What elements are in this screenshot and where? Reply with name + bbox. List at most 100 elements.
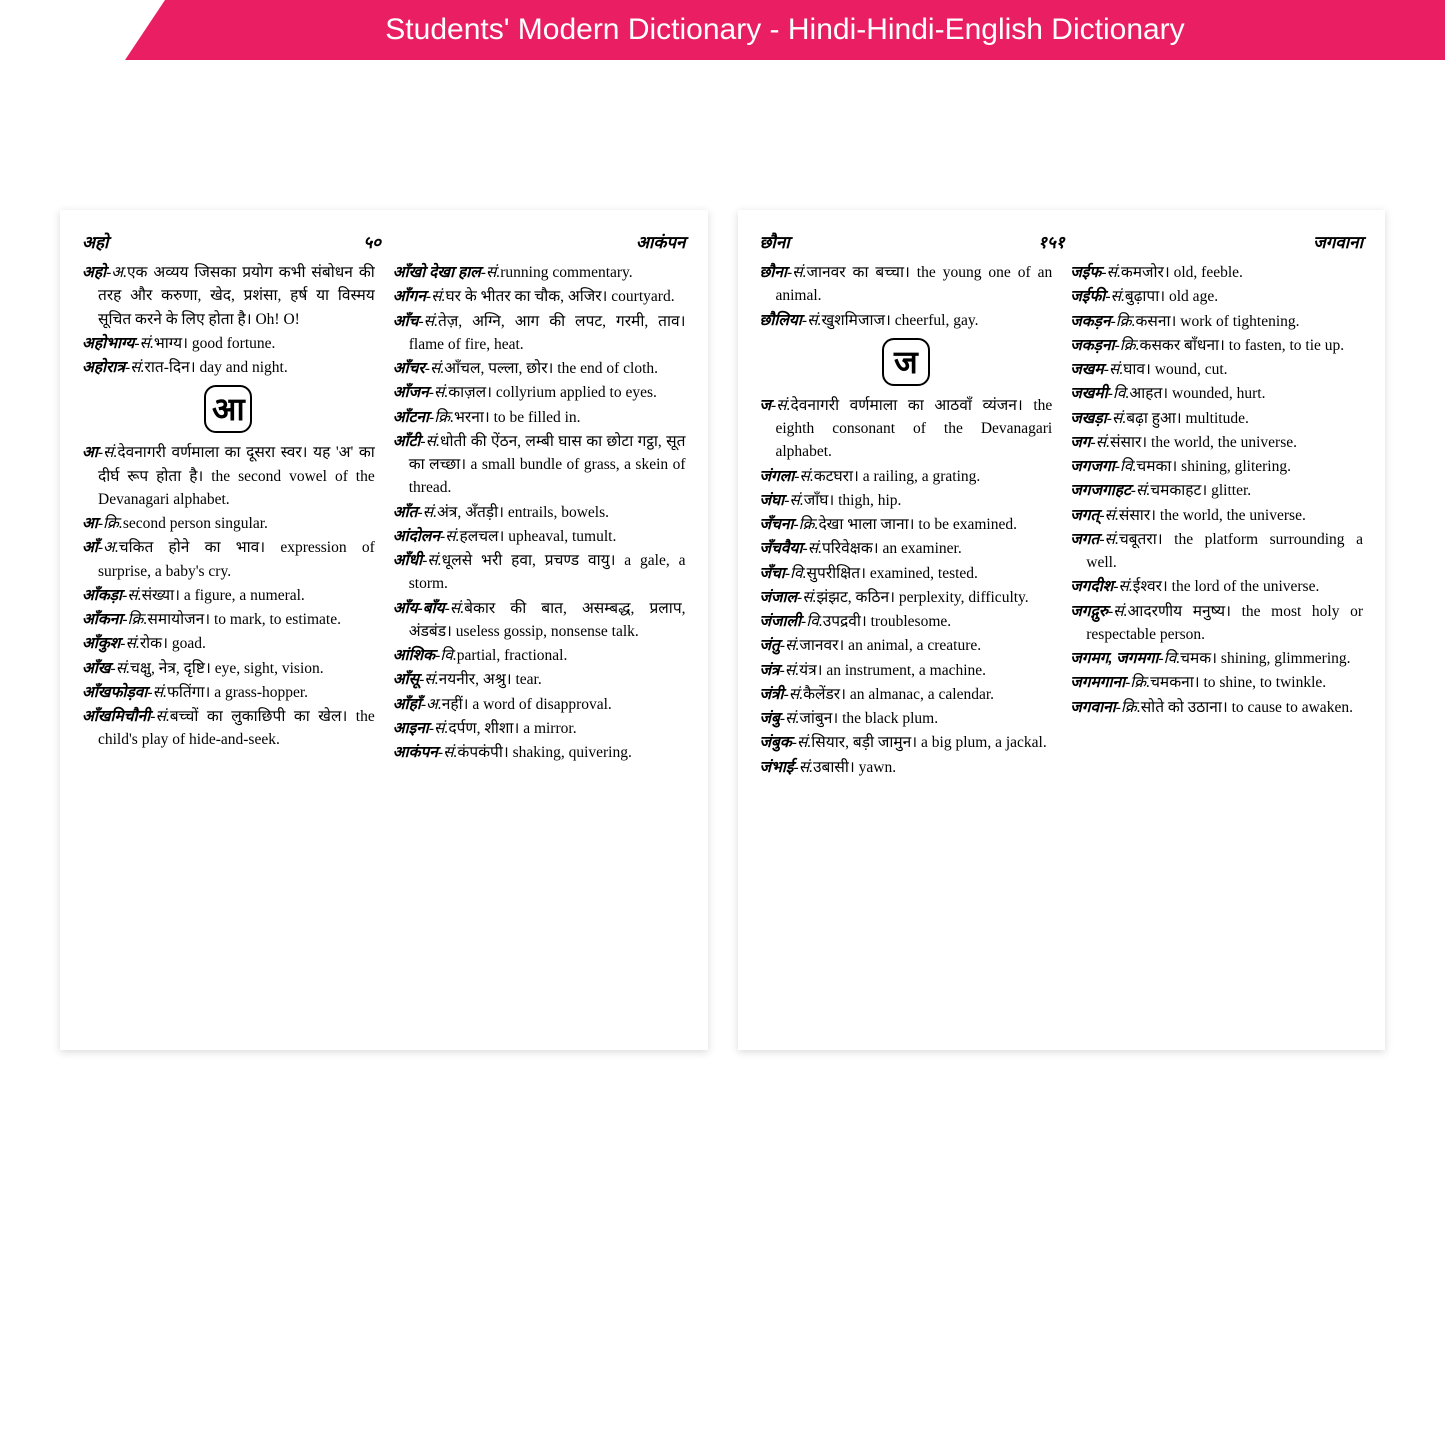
definition: जानवर का बच्चा। the young one of an anim… <box>776 264 1053 304</box>
dictionary-entry: आँत-सं.अंत्र, अँतड़ी। entrails, bowels. <box>393 501 686 524</box>
headword: छौना <box>760 264 788 281</box>
headword: जंजाल <box>760 589 798 606</box>
left-column-2: आँखो देखा हाल-सं.running commentary.आँगन… <box>393 261 686 1031</box>
definition: नयनीर, अश्रु। tear. <box>439 671 542 688</box>
headword: आँटना <box>393 409 429 426</box>
dictionary-entry: आँख-सं.चक्षु, नेत्र, दृष्टि। eye, sight,… <box>82 657 375 680</box>
part-of-speech: -क्रि. <box>98 515 123 532</box>
definition: घर के भीतर का चौक, अजिर। courtyard. <box>445 288 674 305</box>
part-of-speech: -अ. <box>98 539 119 556</box>
dictionary-entry: जखमी-वि.आहत। wounded, hurt. <box>1070 382 1363 405</box>
part-of-speech: -सं. <box>134 335 154 352</box>
headword: जगजगा <box>1070 458 1114 475</box>
left-page-columns: अहो-अ.एक अव्यय जिसका प्रयोग कभी संबोधन क… <box>82 261 686 1031</box>
dictionary-entry: जगदीश-सं.ईश्वर। the lord of the universe… <box>1070 575 1363 598</box>
definition: चमका। shining, glitering. <box>1136 458 1291 475</box>
dictionary-entry: आँकुश-सं.रोक। goad. <box>82 632 375 655</box>
dictionary-entry: आ-क्रि.second person singular. <box>82 512 375 535</box>
headword: आँख <box>82 660 111 677</box>
headword: जईफ <box>1070 264 1101 281</box>
definition: फतिंगा। a grass-hopper. <box>167 684 308 701</box>
part-of-speech: -वि. <box>435 647 457 664</box>
headword: आँत <box>393 504 418 521</box>
definition: तेज़, अग्नि, आग की लपट, गरमी, ताव। flame… <box>409 313 686 353</box>
part-of-speech: -सं. <box>1131 482 1151 499</box>
part-of-speech: -सं. <box>780 710 800 727</box>
headword: जंत्री <box>760 686 784 703</box>
definition: कटघरा। a railing, a grating. <box>814 468 980 485</box>
definition: अंत्र, अँतड़ी। entrails, bowels. <box>437 504 609 521</box>
definition: भाग्य। good fortune. <box>154 335 276 352</box>
dictionary-entry: आइना-सं.दर्पण, शीशा। a mirror. <box>393 717 686 740</box>
dictionary-entry: जंघा-सं.जाँघ। thigh, hip. <box>760 489 1053 512</box>
definition: घाव। wound, cut. <box>1123 361 1227 378</box>
dictionary-entry: जगत-सं.चबूतरा। the platform surrounding … <box>1070 528 1363 575</box>
part-of-speech: -सं. <box>420 433 440 450</box>
headword: आँकुश <box>82 635 120 652</box>
part-of-speech: -सं. <box>1104 361 1124 378</box>
headword: जकड़न <box>1070 313 1110 330</box>
definition: उबासी। yawn. <box>813 759 896 776</box>
right-page-columns: छौना -सं. जानवर का बच्चा। the young one of… <box>760 261 1364 1031</box>
right-column-1: छौना -सं. जानवर का बच्चा। the young one of… <box>760 261 1053 1031</box>
pages-container: अहो ५० आकंपन अहो-अ.एक अव्यय जिसका प्रयोग… <box>60 210 1385 1050</box>
definition: उपद्रवी। troublesome. <box>823 613 951 630</box>
dictionary-entry: जखड़ा-सं.बढ़ा हुआ। multitude. <box>1070 407 1363 430</box>
part-of-speech: -सं. <box>784 686 804 703</box>
definition: संख्या। a figure, a numeral. <box>142 587 305 604</box>
part-of-speech: -सं. <box>794 468 814 485</box>
definition: समायोजन। to mark, to estimate. <box>147 611 341 628</box>
part-of-speech: -सं. <box>1101 264 1121 281</box>
headword: जंत्र <box>760 662 780 679</box>
dictionary-entry: आँच-सं.तेज़, अग्नि, आग की लपट, गरमी, ताव… <box>393 310 686 357</box>
part-of-speech: -वि. <box>801 613 823 630</box>
definition: दर्पण, शीशा। a mirror. <box>448 720 576 737</box>
headword: आँखो देखा हाल <box>393 264 481 281</box>
headword: आकंपन <box>393 744 438 761</box>
headword: जखम <box>1070 361 1103 378</box>
dictionary-entry: छौना-सं.जानवर का बच्चा। the young one of… <box>760 261 1053 308</box>
part-of-speech: -सं. <box>780 637 800 654</box>
right-page-header: छौना १५१ जगवाना <box>760 230 1364 253</box>
right-header-center: १५१ <box>1038 230 1065 253</box>
dictionary-entry: आँसू-सं.नयनीर, अश्रु। tear. <box>393 668 686 691</box>
part-of-speech: -क्रि. <box>429 409 454 426</box>
headword: छौलिया <box>760 312 802 329</box>
headword: जंगला <box>760 468 795 485</box>
definition: धूलसे भरी हवा, प्रचण्ड वायु। a gale, a s… <box>409 552 686 592</box>
definition: सियार, बड़ी जामुन। a big plum, a jackal. <box>811 734 1046 751</box>
headword: जखमी <box>1070 385 1107 402</box>
dictionary-entry: जकड़न-क्रि.कसना। work of tightening. <box>1070 310 1363 333</box>
definition: एक अव्यय जिसका प्रयोग कभी संबोधन की तरह … <box>98 264 375 328</box>
part-of-speech: -अ. <box>421 696 442 713</box>
headword: जगवाना <box>1070 699 1115 716</box>
dictionary-entry: जँचवैया-सं.परिवेक्षक। an examiner. <box>760 537 1053 560</box>
headword: जंबु <box>760 710 780 727</box>
headword: जगत् <box>1070 507 1099 524</box>
part-of-speech: -सं. <box>481 264 501 281</box>
dictionary-entry: जंत्र-सं.यंत्र। an instrument, a machine… <box>760 659 1053 682</box>
definition: रोक। goad. <box>140 635 206 652</box>
part-of-speech: -सं. <box>418 313 438 330</box>
definition: जानवर। an animal, a creature. <box>799 637 981 654</box>
headword: आँसू <box>393 671 419 688</box>
headword: आंदोलन <box>393 528 440 545</box>
definition: कैलेंडर। an almanac, a calendar. <box>803 686 994 703</box>
dictionary-entry: जखम-सं.घाव। wound, cut. <box>1070 358 1363 381</box>
part-of-speech: -वि. <box>785 565 807 582</box>
headword: जंभाई <box>760 759 794 776</box>
definition: second person singular. <box>123 515 268 532</box>
dictionary-entry: जगजगा-वि.चमका। shining, glitering. <box>1070 455 1363 478</box>
part-of-speech: -क्रि. <box>1116 699 1141 716</box>
definition: ईश्वर। the lord of the universe. <box>1133 578 1320 595</box>
definition: देवनागरी वर्णमाला का दूसरा स्वर। यह 'अ' … <box>98 444 375 508</box>
headword: अहो <box>82 264 106 281</box>
part-of-speech: -अ. <box>106 264 127 281</box>
right-header-left: छौना <box>760 230 790 253</box>
part-of-speech: -सं. <box>147 684 167 701</box>
dictionary-entry: आँटी-सं.धोती की ऐंठन, लम्बी घास का छोटा … <box>393 430 686 500</box>
definition: काज़ल। collyrium applied to eyes. <box>448 384 657 401</box>
part-of-speech: -सं. <box>419 671 439 688</box>
dictionary-entry: आंशिक-वि.partial, fractional. <box>393 644 686 667</box>
dictionary-entry: जंत्री-सं.कैलेंडर। an almanac, a calenda… <box>760 683 1053 706</box>
